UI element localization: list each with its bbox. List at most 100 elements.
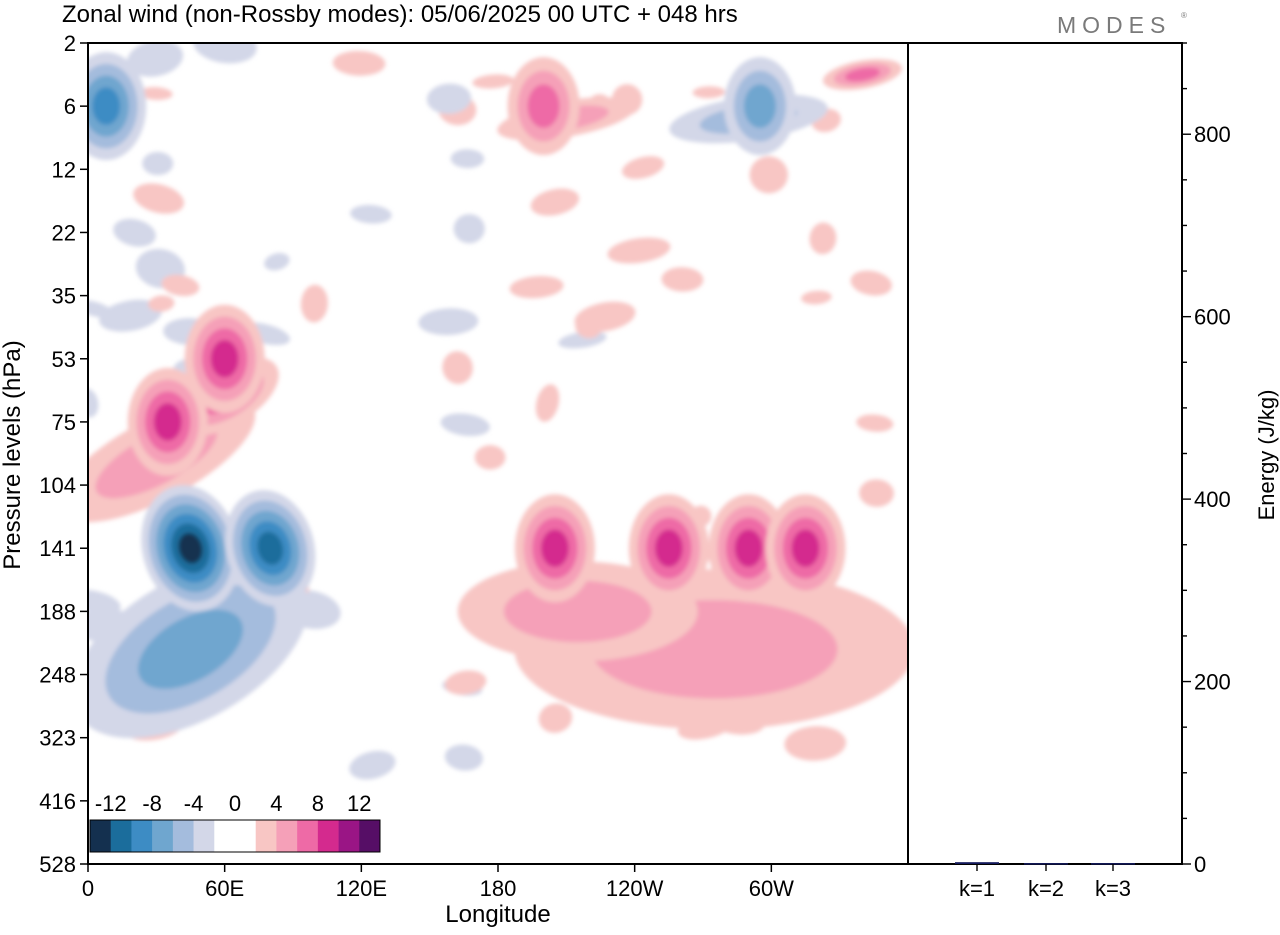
energy-category-label: k=3 [1095,876,1131,901]
wind-contour [440,413,490,437]
colorbar-swatch [235,820,257,852]
wind-contour [801,290,832,305]
wind-contour [621,156,665,179]
wind-contour [472,74,514,89]
energy-tick-label: 0 [1194,852,1206,877]
wind-contour [844,67,880,82]
colorbar-swatch [317,820,339,852]
y-tick-label: 323 [39,726,76,751]
wind-contour [474,445,506,470]
wind-contour [178,532,203,564]
wind-contour [442,351,473,384]
wind-contour [257,531,284,565]
colorbar-label: -12 [95,791,127,816]
colorbar-swatch [193,820,215,852]
colorbar-frame [89,819,381,853]
wind-contour [210,339,239,378]
zonal-wind-field [88,43,908,780]
wind-contour [142,151,174,176]
energy-category-label: k=1 [959,876,995,901]
y-tick-label: 12 [52,157,76,182]
energy-tick-label: 800 [1194,122,1231,147]
wind-contour [856,414,894,432]
colorbar-swatch [172,820,194,852]
energy-tick-label: 400 [1194,487,1231,512]
wind-contour [734,529,763,568]
y-tick-label: 248 [39,663,76,688]
energy-tick-label: 200 [1194,670,1231,695]
y-tick-label: 35 [52,284,76,309]
y-tick-label: 22 [52,220,76,245]
colorbar-label: -8 [142,791,162,816]
colorbar-swatch [276,820,298,852]
y-tick-label: 528 [39,852,76,877]
x-axis: 0 60E 120E 180 120W 60W [82,864,794,901]
colorbar-swatch [255,820,277,852]
x-tick-label: 0 [82,876,94,901]
colorbar-legend: -12 -8 -4 0 4 8 12 [89,791,381,853]
energy-bar [1024,863,1068,865]
y-tick-label: 75 [52,410,76,435]
y-axis-label: Pressure levels (hPa) [0,340,26,569]
wind-contour [535,384,560,422]
wind-contour [133,183,185,214]
x-tick-label: 120E [336,876,387,901]
wind-contour [809,222,837,255]
wind-contour [743,84,776,128]
y-tick-label: 141 [39,536,76,561]
colorbar-swatch [90,820,112,852]
colorbar-label: 4 [270,791,282,816]
y-tick-label: 53 [52,347,76,372]
wind-contour [332,50,386,76]
energy-category-label: k=2 [1028,876,1064,901]
wind-contour [509,276,564,299]
wind-contour [538,703,573,733]
wind-contour [153,403,182,441]
energy-panel-frame [907,42,1183,865]
x-tick-label: 60W [749,876,794,901]
wind-contour [444,670,487,695]
wind-contour [264,253,290,271]
y-tick-label: 416 [39,789,76,814]
wind-contour [92,87,121,125]
y-tick-label: 2 [64,31,76,56]
colorbar-swatch [359,820,381,852]
x-axis-label: Longitude [445,901,550,928]
wind-contour [527,84,560,128]
wind-contour [791,529,820,568]
y-axis: 2 6 12 22 35 53 75 104 141 188 248 323 416 528 [39,31,88,877]
wind-contour [161,274,200,297]
colorbar-swatch [297,820,319,852]
wind-contour [574,301,636,333]
wind-contour [418,308,479,336]
wind-contour [444,744,483,771]
wind-contour [784,726,847,761]
wind-contour [453,214,485,244]
wind-contour [99,299,162,332]
wind-contour [148,295,175,312]
wind-contour [127,43,184,77]
energy-tick-label: 600 [1194,305,1231,330]
colorbar-label: 12 [347,791,371,816]
colorbar-swatch [152,820,174,852]
y-tick-label: 188 [39,599,76,624]
chart-title: Zonal wind (non-Rossby modes): 05/06/202… [62,1,738,28]
wind-contour [859,479,894,507]
wind-contour [749,156,788,194]
wind-contour [349,750,396,780]
wind-contour [450,149,485,169]
colorbar-label: 8 [312,791,324,816]
wind-contour [607,237,671,264]
wind-contour [692,86,726,99]
x-tick-label: 60E [205,876,244,901]
colorbar-swatch [110,820,132,852]
wind-contour [193,43,257,64]
wind-contour [530,188,580,216]
wind-contour [426,83,472,114]
wind-contour [850,270,892,296]
energy-axis: 0 200 400 600 800 [1182,42,1231,877]
logo-registered-mark: ® [1181,11,1187,20]
modes-logo: MODES [1057,12,1171,38]
